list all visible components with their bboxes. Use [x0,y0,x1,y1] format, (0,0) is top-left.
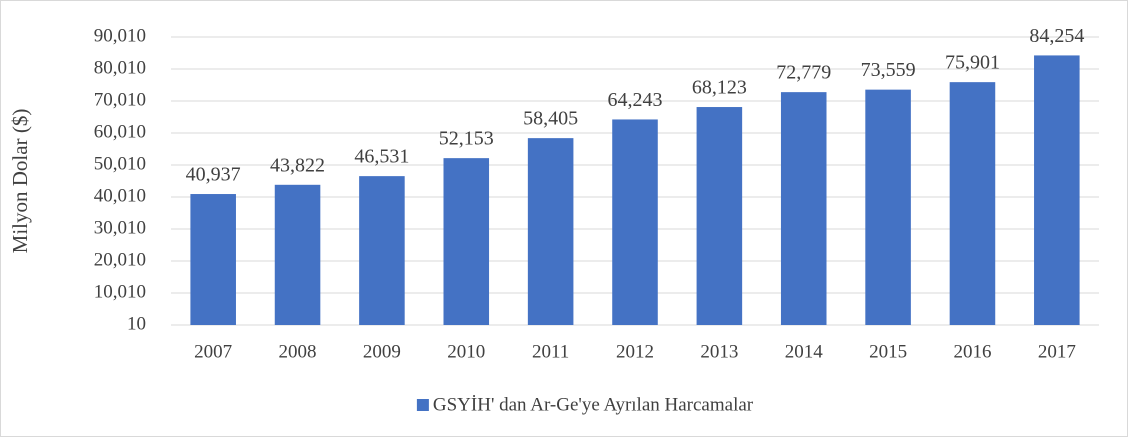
data-label: 40,937 [186,164,241,186]
x-tick-label: 2008 [279,341,317,362]
bar [190,194,236,325]
y-tick-label: 40,010 [94,185,146,206]
x-tick-label: 2011 [532,341,569,362]
data-label: 43,822 [270,154,325,176]
x-tick-label: 2015 [869,341,907,362]
bar [527,138,574,325]
data-label: 46,531 [354,146,409,168]
bar [696,107,743,326]
x-tick-label: 2014 [785,341,824,362]
bar [359,176,405,325]
y-tick-label: 60,010 [94,121,146,142]
data-label: 68,123 [692,77,747,99]
x-tick-label: 2013 [700,341,738,362]
bar [949,82,996,325]
data-label: 52,153 [439,128,494,150]
legend-label: GSYİH' dan Ar-Ge'ye Ayrılan Harcamalar [433,394,754,415]
bar [612,119,658,325]
x-tick-label: 2017 [1038,341,1076,362]
y-tick-label: 10 [127,313,146,334]
x-tick-label: 2012 [616,341,654,362]
data-label: 75,901 [945,52,1000,74]
x-tick-label: 2016 [953,341,991,362]
x-tick-label: 2007 [194,341,232,362]
data-label: 72,779 [776,62,831,84]
bar [780,92,827,326]
y-tick-label: 70,010 [94,89,146,110]
y-tick-label: 80,010 [94,57,146,78]
bar [443,158,490,325]
data-label: 58,405 [523,108,578,130]
x-tick-label: 2009 [363,341,401,362]
x-tick-label: 2010 [447,341,485,362]
data-label: 64,243 [608,89,663,111]
y-tick-label: 90,010 [94,25,146,46]
data-label: 73,559 [861,59,916,81]
y-tick-label: 30,010 [94,217,146,238]
data-label: 84,254 [1029,25,1084,47]
bar [865,89,911,325]
bar [274,184,321,325]
y-axis-label: Milyon Dolar ($) [8,109,32,254]
y-tick-label: 10,010 [94,281,146,302]
legend-swatch [416,399,429,411]
y-tick-label: 20,010 [94,249,146,270]
bar [1034,55,1080,326]
y-tick-label: 50,010 [94,153,146,174]
